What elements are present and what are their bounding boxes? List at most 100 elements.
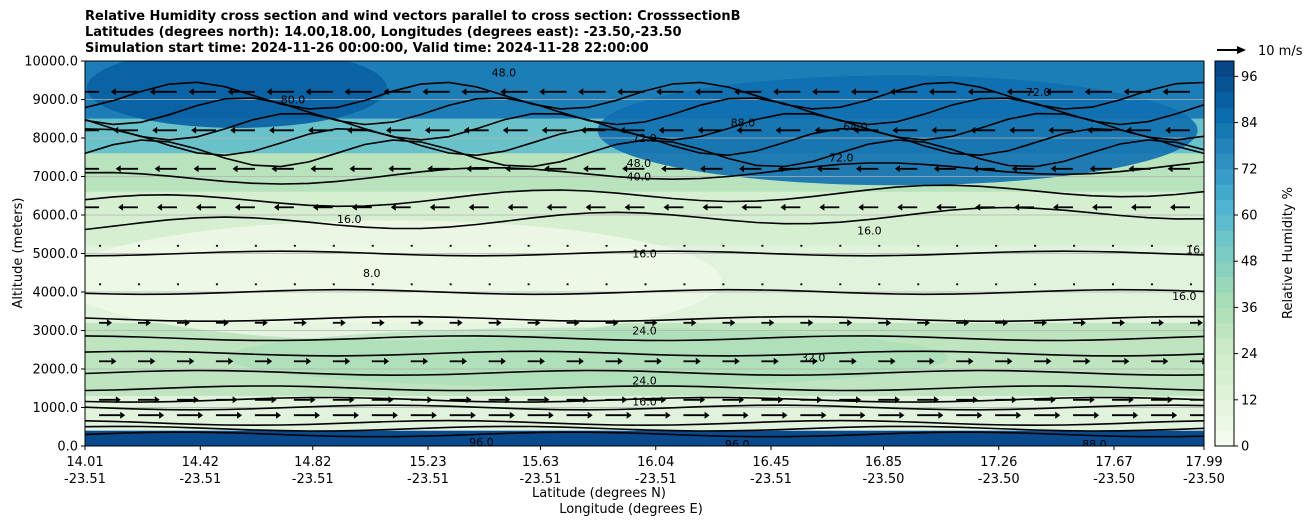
wind-vector-head [1128, 396, 1134, 404]
wind-vector-head [539, 88, 545, 96]
colorbar-tick-label: 72 [1241, 162, 1258, 177]
y-axis: 0.0 1000.0 2000.0 3000.0 4000.0 5000.0 6000.0 7… [24, 55, 85, 455]
colorbar-segment [1215, 399, 1234, 416]
wind-vector-head [267, 357, 273, 365]
wind-vector-head [894, 165, 900, 173]
contour-line [85, 385, 1204, 392]
wind-vector-head [663, 203, 669, 211]
wind-vector-head [1011, 396, 1017, 404]
contour-label: 80.0 [281, 94, 306, 107]
wind-vector-head [736, 126, 742, 134]
colorbar-segment [1215, 245, 1234, 262]
wind-vector-head [462, 357, 468, 365]
contour-line [85, 112, 1204, 141]
wind-vector-head [585, 203, 591, 211]
contour-line [85, 335, 1204, 342]
wind-vector-head [232, 165, 238, 173]
contour-label: 48.0 [627, 157, 652, 170]
colorbar-segment [1215, 199, 1234, 216]
colorbar: 0 12 24 36 48 60 72 84 96 [1214, 60, 1258, 455]
wind-vector-head [734, 357, 740, 365]
colorbar-tick-label: 84 [1241, 116, 1258, 131]
wind-vector-head [968, 357, 974, 365]
wind-vector-head [423, 357, 429, 365]
wind-vector-head [1119, 319, 1125, 327]
wind-vector-head [466, 396, 472, 404]
wind-vector-head [1009, 126, 1015, 134]
y-tick-label: 6000.0 [33, 209, 79, 224]
wind-vector-head [972, 165, 978, 173]
quiver-key: 10 m/s [1217, 44, 1303, 59]
wind-vector-head [743, 411, 749, 419]
wind-vector-head [345, 357, 351, 365]
colorbar-segment [1215, 369, 1234, 385]
wind-vector-head [466, 165, 472, 173]
wind-vector-head [110, 88, 116, 96]
wind-vector-head [1170, 203, 1176, 211]
colorbar-label: Relative Humidity % [1281, 187, 1296, 319]
x-axis-label-latitude: Latitude (degrees N) [532, 486, 666, 501]
wind-vector-head [314, 411, 320, 419]
contour-label: 96.0 [725, 438, 750, 451]
wind-vector-head [734, 88, 740, 96]
wind-vector-head [344, 88, 350, 96]
wind-vector-head [1087, 126, 1093, 134]
wind-vector-head [933, 165, 939, 173]
title-line-3: Simulation start time: 2024-11-26 00:00:… [85, 41, 649, 56]
wind-vector-head [349, 396, 355, 404]
wind-vector-head [544, 165, 550, 173]
wind-vector-head [931, 126, 937, 134]
contour-line [85, 288, 1204, 296]
y-tick-label: 2000.0 [33, 363, 79, 378]
wind-vector-head [1050, 396, 1056, 404]
wind-vector-head [1045, 88, 1051, 96]
wind-vector-head [392, 411, 398, 419]
contour-label: 32.0 [801, 351, 826, 364]
colorbar-segment [1215, 184, 1234, 201]
wind-vector-head [353, 411, 359, 419]
wind-vector-head [1126, 126, 1132, 134]
wind-vector-head [157, 203, 163, 211]
quiver-key-arrowhead [1237, 46, 1246, 54]
wind-vector-head [427, 165, 433, 173]
wind-vector-head [301, 319, 307, 327]
quiver-key-label: 10 m/s [1258, 44, 1303, 59]
x-tick-label-lat: 17.67 [1095, 455, 1132, 470]
wind-vector-head [886, 319, 892, 327]
x-tick-label-lat: 16.85 [865, 455, 902, 470]
wind-vector-head [769, 319, 775, 327]
wind-vector-head [808, 319, 814, 327]
y-tick-label: 0.0 [57, 440, 78, 455]
wind-vector-head [697, 126, 703, 134]
wind-vector-head [1089, 396, 1095, 404]
wind-vector-head [230, 126, 236, 134]
wind-vector-head [424, 126, 430, 134]
wind-vector-head [1042, 319, 1048, 327]
wind-vector-head [851, 88, 857, 96]
x-tick-label-lon: -23.51 [292, 472, 334, 487]
wind-vector-head [312, 203, 318, 211]
x-tick-label-lon: -23.51 [750, 472, 792, 487]
colorbar-segment [1215, 153, 1234, 170]
title-line-2: Latitudes (degrees north): 14.00,18.00, … [85, 25, 682, 40]
wind-vector-head [656, 88, 662, 96]
wind-vector-head [1055, 411, 1061, 419]
wind-vector-head [889, 88, 895, 96]
wind-vector-head [975, 203, 981, 211]
moist-region [86, 61, 387, 128]
wind-vector-head [1048, 126, 1054, 134]
wind-vector-head [578, 357, 584, 365]
x-tick-label-lon: -23.51 [64, 472, 106, 487]
wind-vector-head [1080, 319, 1086, 327]
wind-vector-head [1128, 165, 1134, 173]
title-line-1: Relative Humidity cross section and wind… [85, 9, 741, 24]
contour-label: 16.0 [337, 213, 362, 226]
wind-vector-head [1011, 165, 1017, 173]
contour-label: 24.0 [632, 325, 657, 338]
wind-vector-head [502, 126, 508, 134]
wind-vector-head [704, 411, 710, 419]
wind-vector-head [269, 126, 275, 134]
colorbar-segment [1215, 91, 1234, 108]
wind-vector-head [782, 411, 788, 419]
wind-vector-head [276, 411, 282, 419]
